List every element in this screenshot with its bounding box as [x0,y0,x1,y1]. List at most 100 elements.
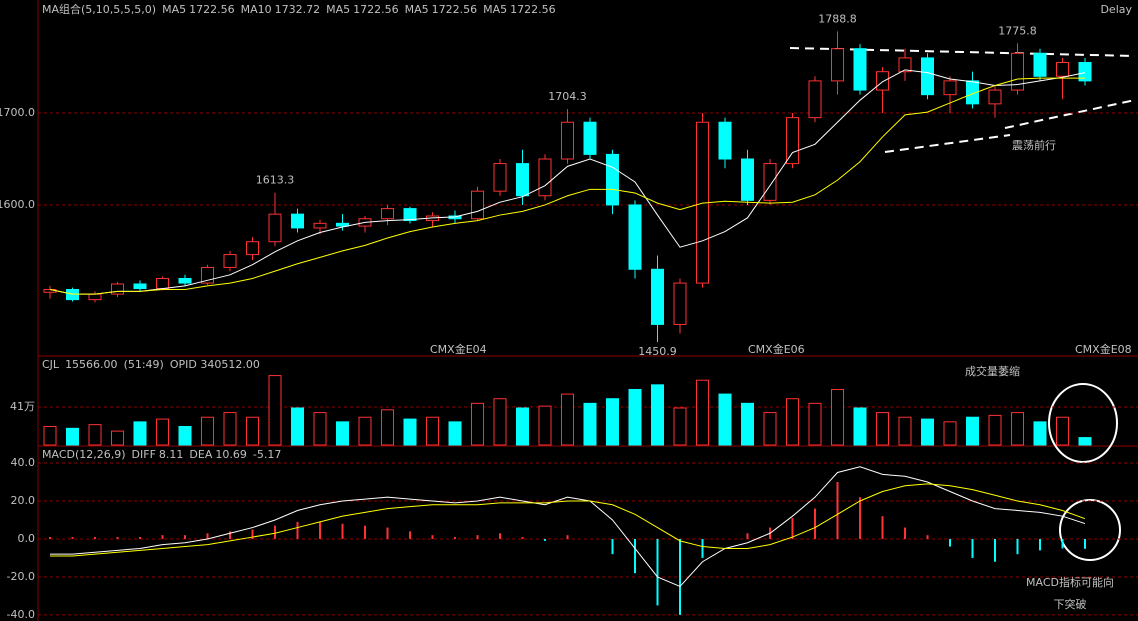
candle-body [538,158,552,197]
header-text: 1722.56 [353,3,399,16]
candle-body [111,283,124,295]
candle-body [831,48,844,82]
volume-bar [718,393,732,446]
volume-bar [313,412,327,446]
candle-body [381,208,394,220]
peak-label: 1788.8 [818,12,857,25]
candle-body [651,268,664,325]
volume-bar [1011,412,1024,446]
candle-body [268,213,282,243]
volume-bar [853,407,867,446]
y-tick-label: 40.0 [11,456,36,469]
header-text: MA10 [241,3,272,16]
header-text: OPID 340512.00 [170,358,260,371]
annotation: 震荡前行 [1012,138,1056,152]
ma-line [49,69,1086,295]
candle-body [223,254,237,268]
volume-bar [426,416,439,446]
y-tick-label: -20.0 [7,570,35,583]
volume-bar [831,388,844,446]
candle-body [88,293,102,301]
volume-bar [1078,437,1092,446]
header-text: 8.11 [159,448,184,461]
candle-body [898,57,912,73]
volume-bar [988,414,1002,446]
volume-bar [696,379,709,446]
volume-bar [741,402,754,446]
status: Delay [1100,3,1132,16]
header-text: MA5 [405,3,429,16]
volume-bar [66,427,79,446]
candle-body [1056,61,1069,77]
diff-line [50,466,1086,588]
volume-bar [1056,416,1069,446]
candle-body [561,121,574,160]
header-text: MA5 [483,3,507,16]
volume-bar [111,430,124,446]
header-text: MA5 [162,3,186,16]
header-text: MA5 [326,3,350,16]
candle-body [786,117,799,165]
header-text: 15566.00 [65,358,118,371]
volume-bar [763,412,777,446]
candle-body [966,80,979,105]
candle-body [808,80,822,119]
volume-bar [606,398,619,446]
volume-bar [898,416,912,446]
header-text: 1722.56 [510,3,556,16]
candle-body [516,163,529,197]
volume-bar [1033,421,1047,446]
volume-bar [178,425,192,446]
volume-bar [358,416,372,446]
volume-bar [403,418,417,446]
candle-body [943,80,957,96]
candle-body [246,241,259,256]
volume-bar [381,409,394,446]
candle-body [471,190,484,220]
candle-body [1011,52,1024,91]
y-tick-label: 20.0 [11,494,36,507]
volume-bar [966,416,979,446]
volume-bar [583,402,597,446]
header-text: DIFF [132,448,156,461]
highlight-circle [1059,499,1121,561]
contract-label: CMX金E04 [430,342,487,356]
candle-body [493,163,507,192]
candle-body [156,277,169,290]
trend-line [884,134,1011,153]
header-text: -5.17 [253,448,281,461]
volume-bar [876,412,889,446]
volume-bar [268,375,282,446]
peak-label: 1775.8 [998,24,1037,37]
volume-bar [133,421,147,446]
volume-bar [673,407,687,446]
volume-bar [651,384,664,446]
y-tick-label: 41万 [10,400,35,413]
volume-bar [201,416,214,446]
annotation: 成交量萎缩 [965,364,1020,378]
header-text: CJL [42,358,60,371]
candle-body [763,163,777,201]
candle-body [1078,61,1092,82]
candle-body [583,121,597,155]
volume-bar [471,402,484,446]
volume-bar [808,402,822,446]
header-text: DEA [189,448,212,461]
trough-label: 1450.9 [638,345,677,358]
annotation: MACD指标可能向 [1026,575,1114,589]
volume-bar [786,398,799,446]
candle-body [673,282,687,325]
candle-body [313,222,327,229]
y-tick-label: 0.0 [18,532,36,545]
candle-body [741,158,754,201]
candle-body [988,89,1002,105]
candle-body [403,208,417,222]
candle-body [1033,52,1047,77]
candle-body [291,213,304,229]
annotation: 下突破 [1054,597,1087,611]
header-text: 1722.56 [189,3,235,16]
header-text: 1722.56 [432,3,478,16]
candle-body [921,57,934,96]
volume-bar [516,407,529,446]
trend-line [789,47,1136,57]
